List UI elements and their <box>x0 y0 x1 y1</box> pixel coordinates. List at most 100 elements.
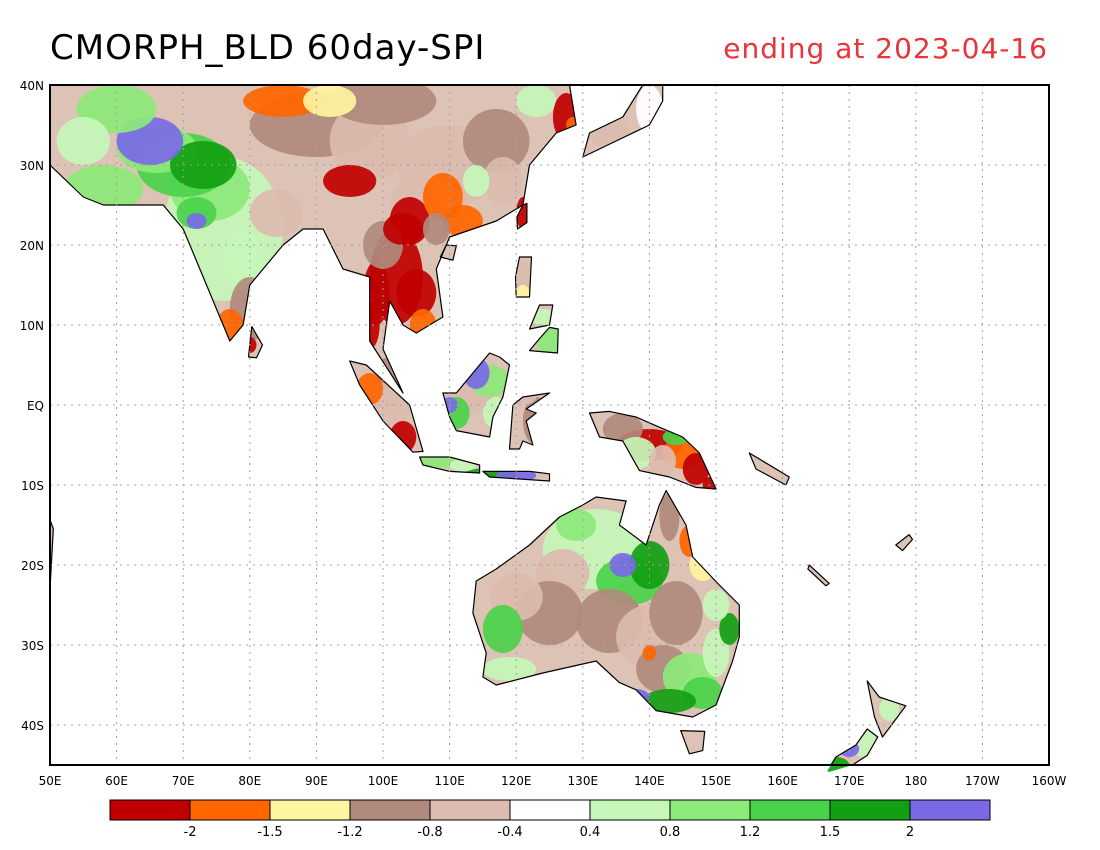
colorbar-label: 0.4 <box>580 825 601 840</box>
coast-nz-north <box>866 680 907 738</box>
colorbar-label: 2 <box>906 825 914 840</box>
colorbar-label: -1.2 <box>337 825 362 840</box>
x-tick-label: 140E <box>634 774 665 788</box>
spi-patch <box>303 85 357 117</box>
colorbar-swatch <box>189 799 271 821</box>
x-tick-label: 110E <box>434 774 465 788</box>
coast-new-caledonia <box>807 564 830 587</box>
x-tick-label: 160W <box>1032 774 1067 788</box>
coast-sumatra <box>349 360 424 453</box>
spi-patch <box>552 93 580 141</box>
y-tick-label: 10N <box>20 319 44 333</box>
coast-tasmania <box>680 729 706 755</box>
spi-patch <box>482 397 510 429</box>
colorbar-label: -0.8 <box>417 825 442 840</box>
spi-patch <box>516 85 557 117</box>
coastline <box>50 85 914 765</box>
colorbar-label: 1.2 <box>740 825 761 840</box>
spi-patch <box>423 213 450 245</box>
spi-patch <box>186 213 207 229</box>
map-title: CMORPH_BLD 60day-SPI <box>50 28 486 68</box>
coast-new-guinea <box>588 410 717 490</box>
colorbar-swatch <box>829 799 911 821</box>
colorbar-swatch <box>909 799 991 821</box>
spi-patch <box>482 157 523 205</box>
x-tick-label: 90E <box>305 774 328 788</box>
colorbar-swatch <box>589 799 671 821</box>
spi-patch <box>389 421 417 453</box>
coast-mindanao <box>528 326 559 354</box>
spi-patch <box>659 493 680 541</box>
spi-patch <box>516 285 530 301</box>
coast-taiwan <box>516 202 528 230</box>
spi-patch <box>56 117 110 165</box>
coast-borneo <box>442 352 511 438</box>
colorbar-swatch <box>669 799 751 821</box>
coast-madagascar <box>50 517 54 610</box>
x-axis-labels: 50E 60E 70E 80E 90E 100E 110E 120E 130E 140E 150E 1… <box>39 774 1067 788</box>
coast-hainan <box>439 244 457 261</box>
x-tick-label: 170W <box>965 774 1000 788</box>
land-new-caledonia <box>807 565 830 586</box>
colorbar-label: -1.5 <box>257 825 282 840</box>
x-tick-label: 100E <box>368 774 399 788</box>
colorbar-label: 0.8 <box>660 825 681 840</box>
spi-patch <box>482 657 537 681</box>
spi-patch <box>879 697 900 721</box>
land-tasmania <box>680 730 705 754</box>
x-tick-label: 170E <box>834 774 865 788</box>
land-hainan <box>440 245 457 261</box>
spi-patch <box>649 581 703 645</box>
spi-patch <box>602 413 643 445</box>
spi-patch <box>622 689 650 705</box>
coast-fiji <box>895 533 914 552</box>
map-subtitle: ending at 2023-04-16 <box>723 32 1048 65</box>
spi-patch <box>609 553 637 577</box>
spi-patch <box>249 189 303 237</box>
spi-patch <box>642 689 697 713</box>
spi-patch <box>482 605 523 653</box>
colorbar-label: -2 <box>184 825 197 840</box>
colorbar-swatch <box>749 799 831 821</box>
coast-australia <box>472 490 740 718</box>
x-tick-label: 160E <box>767 774 798 788</box>
spi-patch <box>396 269 437 317</box>
coast-lesser-sunda <box>482 470 551 482</box>
y-tick-label: 20N <box>20 239 44 253</box>
x-tick-label: 120E <box>501 774 532 788</box>
land-fiji <box>895 534 913 551</box>
spi-patch <box>383 213 423 245</box>
y-tick-label: 40S <box>21 719 44 733</box>
x-tick-label: 70E <box>172 774 195 788</box>
spi-patch <box>512 261 533 293</box>
y-tick-label: 10S <box>21 479 44 493</box>
colorbar: -2 -1.5 -1.2 -0.8 -0.4 0.4 0.8 1.2 1.5 2 <box>109 799 991 840</box>
y-tick-label: 20S <box>21 559 44 573</box>
spi-patch <box>243 85 324 117</box>
map-frame <box>49 84 1050 766</box>
spi-patch <box>323 165 377 197</box>
y-tick-label: 30N <box>20 159 44 173</box>
x-tick-label: 180 <box>904 774 927 788</box>
spi-patch <box>462 165 490 197</box>
y-tick-label: EQ <box>27 399 44 413</box>
y-tick-label: 30S <box>21 639 44 653</box>
coast-sulawesi <box>508 392 551 450</box>
colorbar-label: 1.5 <box>820 825 841 840</box>
spi-patch <box>566 117 580 133</box>
spi-patch <box>662 429 690 445</box>
coast-sri-lanka <box>247 326 264 359</box>
spi-patch <box>629 541 670 589</box>
colorbar-swatch <box>269 799 351 821</box>
colorbar-swatch <box>509 799 591 821</box>
spi-patch <box>462 357 490 389</box>
y-tick-label: 40N <box>20 79 44 93</box>
x-tick-label: 130E <box>568 774 599 788</box>
spi-patch <box>169 141 237 189</box>
land-solomons <box>749 453 790 485</box>
spi-patch <box>516 197 530 229</box>
graticule <box>50 85 1049 765</box>
x-tick-label: 80E <box>238 774 261 788</box>
colorbar-swatch <box>429 799 511 821</box>
coast-visayas <box>528 304 554 330</box>
